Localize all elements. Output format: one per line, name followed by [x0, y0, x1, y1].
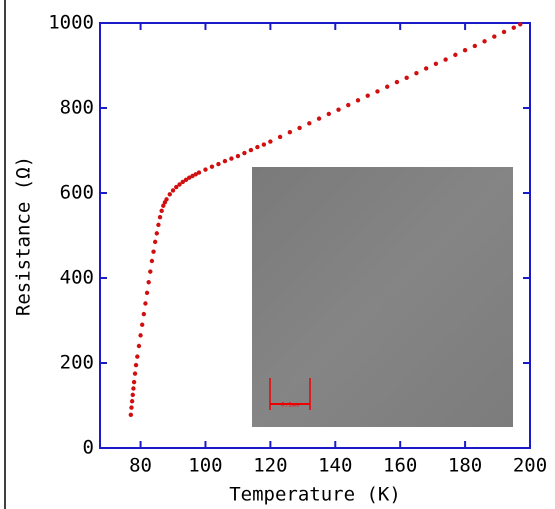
y-tick-label: 1000 — [48, 12, 94, 34]
y-tick-label: 0 — [83, 437, 94, 459]
data-point — [190, 173, 195, 179]
data-point — [462, 48, 468, 53]
data-point — [229, 156, 234, 161]
x-tick-label: 180 — [448, 455, 482, 477]
data-point — [235, 153, 241, 159]
data-point — [154, 231, 159, 236]
y-tick-label: 200 — [60, 352, 94, 374]
y-tick-label: 600 — [60, 182, 94, 204]
data-point — [133, 362, 139, 368]
data-point — [492, 34, 497, 39]
data-point — [433, 61, 439, 66]
data-point — [187, 175, 192, 180]
inset-photo — [252, 167, 513, 427]
y-tick-label: 800 — [60, 97, 94, 119]
data-point — [326, 111, 331, 117]
data-point — [511, 25, 516, 30]
y-tick-label: 400 — [60, 267, 94, 289]
data-point — [255, 144, 260, 150]
data-point — [404, 75, 409, 81]
data-point — [131, 379, 137, 385]
data-point — [482, 39, 487, 44]
data-point — [136, 343, 142, 349]
data-point — [143, 301, 148, 306]
inset-image: 0.1mm — [252, 167, 513, 427]
y-axis-label: Resistance (Ω) — [13, 156, 35, 316]
data-point — [146, 280, 151, 285]
x-tick-label: 100 — [188, 455, 222, 477]
data-point — [297, 125, 302, 131]
data-point — [132, 371, 138, 376]
data-point — [209, 164, 215, 169]
data-point — [355, 98, 361, 103]
plot-frame — [99, 22, 531, 449]
data-point — [148, 269, 153, 274]
data-point — [164, 197, 169, 202]
x-tick-label: 120 — [253, 455, 287, 477]
data-point — [159, 208, 164, 214]
data-point — [139, 322, 145, 327]
data-point — [261, 142, 267, 147]
data-point — [375, 89, 380, 94]
data-point — [414, 70, 419, 76]
x-tick-label: 160 — [383, 455, 417, 477]
data-point — [443, 57, 448, 62]
data-point — [196, 170, 202, 175]
x-axis-label: Temperature (K) — [229, 484, 401, 506]
data-point — [156, 222, 161, 228]
data-point — [174, 184, 179, 190]
data-point — [129, 405, 134, 410]
data-point — [144, 290, 150, 296]
data-point — [135, 354, 140, 359]
data-point — [222, 158, 228, 164]
data-point — [385, 84, 390, 89]
x-tick-label: 200 — [513, 455, 547, 477]
data-point — [346, 102, 351, 108]
data-point — [316, 116, 322, 121]
data-point — [268, 139, 273, 144]
data-point — [518, 22, 523, 27]
data-point — [242, 150, 247, 156]
data-point — [129, 399, 135, 404]
data-point — [152, 239, 158, 245]
data-point — [128, 412, 134, 418]
data-point — [130, 392, 135, 398]
data-point — [501, 29, 507, 35]
data-point — [365, 93, 370, 98]
data-point — [336, 107, 341, 112]
data-point — [307, 121, 312, 126]
data-point — [141, 311, 147, 317]
data-point — [203, 167, 208, 172]
data-point — [180, 179, 185, 185]
data-point — [423, 66, 429, 71]
data-point — [131, 386, 136, 391]
data-point — [149, 258, 155, 264]
data-point — [248, 147, 254, 153]
data-point — [453, 52, 458, 58]
data-point — [216, 161, 221, 167]
data-point — [472, 43, 478, 49]
data-point — [157, 215, 163, 220]
data-point — [138, 333, 143, 338]
data-point — [177, 182, 182, 187]
x-tick-label: 80 — [129, 455, 152, 477]
data-point — [151, 249, 156, 254]
data-point — [183, 177, 189, 183]
x-tick-label: 140 — [318, 455, 352, 477]
data-point — [277, 134, 283, 140]
data-point — [167, 192, 172, 197]
data-point — [161, 203, 166, 208]
data-point — [193, 172, 198, 177]
data-point — [287, 130, 293, 135]
scale-label: 0.1mm — [281, 402, 299, 409]
data-point — [394, 79, 400, 85]
data-point — [170, 188, 176, 193]
